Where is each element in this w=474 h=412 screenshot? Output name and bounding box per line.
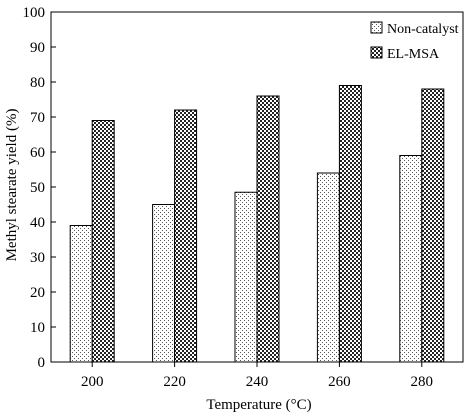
y-axis-title: Methyl stearate yield (%) [4,109,20,262]
y-tick-label: 50 [30,180,45,196]
x-tick-label: 200 [81,374,104,390]
legend-swatch-el-msa [370,46,383,59]
y-tick-label: 40 [30,215,45,231]
bar-el-msa-200 [91,120,115,363]
x-axis-title: Temperature (°C) [206,397,311,412]
y-tick-label: 30 [30,250,45,266]
y-tick-label: 0 [38,355,46,371]
y-tick-label: 60 [30,145,45,161]
bar-non-catalyst-260 [316,172,340,363]
bar-el-msa-260 [338,85,362,363]
bar-el-msa-280 [421,88,445,363]
bar-el-msa-240 [256,95,280,363]
bar-el-msa-220 [174,109,198,363]
legend: Non-catalyst EL-MSA [370,21,459,62]
x-tick-label: 240 [246,374,269,390]
x-tick-label: 260 [328,374,351,390]
y-tick-label: 10 [30,320,45,336]
legend-label-non-catalyst: Non-catalyst [387,22,459,37]
y-tick-label: 90 [30,40,45,56]
legend-swatch-non-catalyst [370,21,383,34]
y-tick-label: 80 [30,75,45,91]
bars-layer [69,85,445,363]
y-tick-label: 70 [30,110,45,126]
axes-layer: 200 220 240 260 280 0 10 20 30 40 50 60 70 80 90 100 [23,5,464,390]
bar-non-catalyst-280 [399,155,423,363]
y-tick-label: 100 [23,5,46,21]
y-tick-label: 20 [30,285,45,301]
bar-non-catalyst-240 [234,191,258,363]
bar-non-catalyst-200 [69,225,93,363]
x-tick-label: 280 [411,374,434,390]
x-tick-label: 220 [163,374,186,390]
legend-label-el-msa: EL-MSA [387,47,440,62]
bar-non-catalyst-220 [152,204,176,363]
